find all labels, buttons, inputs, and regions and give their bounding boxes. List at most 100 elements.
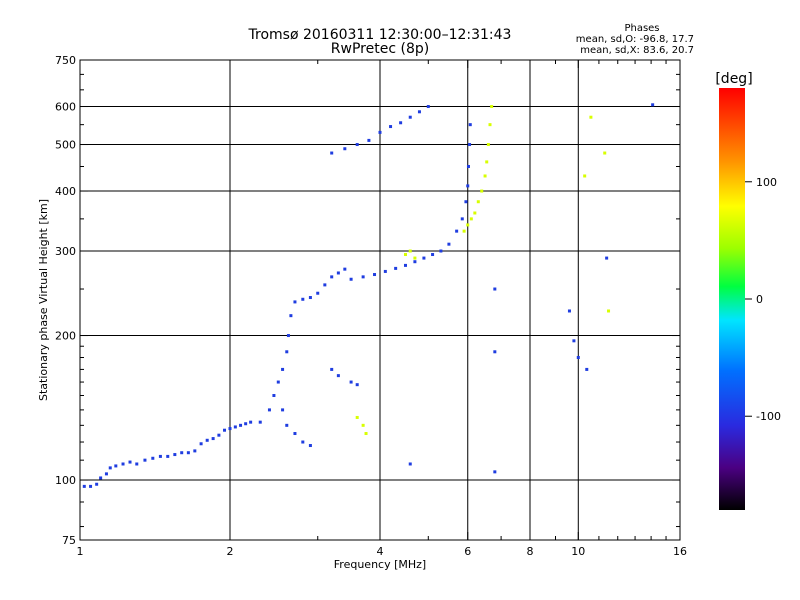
data-point (413, 260, 417, 264)
x-tick-label: 16 (673, 545, 687, 558)
data-point (413, 256, 417, 260)
data-point (330, 367, 334, 371)
data-point (180, 451, 184, 455)
data-point (217, 433, 221, 437)
chart-title: Tromsø 20160311 12:30:00–12:31:43 (248, 27, 512, 43)
y-tick-label: 200 (55, 330, 76, 343)
colorbar: [deg] 100 0 -100 (715, 71, 781, 510)
y-tick-label: 75 (62, 534, 76, 547)
data-point (447, 242, 451, 246)
data-point (343, 147, 347, 151)
data-point (378, 130, 382, 134)
ticks: 1 2 4 6 8 10 16 75 100 200 300 400 500 600 750 (55, 54, 687, 558)
data-point (373, 273, 377, 277)
data-point (258, 420, 262, 424)
data-point (281, 408, 285, 412)
y-tick-label: 500 (55, 139, 76, 152)
x-axis-label: Frequency [MHz] (334, 558, 426, 571)
data-point (272, 394, 276, 398)
data-point (361, 275, 365, 279)
colorbar-ticks: 100 0 -100 (745, 176, 781, 423)
data-point (343, 267, 347, 271)
data-point (490, 105, 494, 109)
data-point (355, 383, 359, 387)
data-point (82, 484, 86, 488)
data-point (466, 184, 470, 188)
colorbar-gradient (719, 88, 745, 510)
data-point (476, 200, 480, 204)
data-point (286, 334, 290, 338)
data-point (466, 223, 470, 227)
data-point (330, 275, 334, 279)
colorbar-tick-label: 0 (756, 293, 763, 306)
x-tick-label: 6 (464, 545, 471, 558)
data-point (121, 462, 125, 466)
data-point (151, 456, 155, 460)
data-point (426, 105, 430, 109)
data-point (128, 460, 132, 464)
data-point (143, 458, 147, 462)
colorbar-tick-label: -100 (756, 410, 781, 423)
x-tick-label: 10 (571, 545, 585, 558)
data-point (108, 466, 112, 470)
y-axis-label: Stationary phase Virtual Height [km] (37, 199, 50, 401)
data-point (166, 454, 170, 458)
data-point (308, 296, 312, 300)
y-tick-label: 300 (55, 245, 76, 258)
data-point (493, 350, 497, 354)
data-point (239, 423, 243, 427)
data-point (466, 164, 470, 168)
data-point (455, 229, 459, 233)
data-point (336, 271, 340, 275)
data-point (408, 115, 412, 119)
data-point (483, 174, 487, 178)
data-point (244, 422, 248, 426)
data-point (223, 428, 227, 432)
data-point (422, 256, 426, 260)
phases-x-stats: mean, sd,X: 83.6, 20.7 (580, 45, 694, 56)
data-point (408, 249, 412, 253)
data-point (583, 174, 587, 178)
data-point (572, 339, 576, 343)
data-point (199, 442, 203, 446)
data-point (349, 380, 353, 384)
colorbar-label: [deg] (715, 71, 752, 87)
data-point (473, 211, 477, 215)
y-tick-label: 400 (55, 185, 76, 198)
data-point (316, 291, 320, 295)
data-point (468, 123, 472, 127)
data-point (158, 454, 162, 458)
colorbar-tick-label: 100 (756, 176, 777, 189)
data-point (485, 160, 489, 164)
data-point (285, 350, 289, 354)
data-point (355, 415, 359, 419)
data-point (285, 423, 289, 427)
data-point (493, 470, 497, 474)
data-point (468, 143, 472, 147)
data-point (480, 189, 484, 193)
x-tick-label: 1 (77, 545, 84, 558)
data-point (417, 110, 421, 114)
data-point (469, 217, 473, 221)
y-tick-label: 100 (55, 474, 76, 487)
data-point (394, 266, 398, 270)
data-point (486, 143, 490, 147)
phases-heading: Phases (624, 23, 659, 34)
data-point (135, 462, 139, 466)
data-point (431, 253, 435, 257)
data-point (173, 453, 177, 457)
data-point (114, 464, 118, 468)
data-point (293, 300, 297, 304)
data-point (355, 143, 359, 147)
plot-area: 1 2 4 6 8 10 16 75 100 200 300 400 500 600 750 (55, 54, 687, 558)
data-point (193, 449, 197, 453)
y-tick-label: 750 (55, 54, 76, 67)
x-tick-label: 2 (227, 545, 234, 558)
data-point (389, 125, 393, 129)
data-point (104, 472, 108, 476)
data-points (82, 103, 655, 488)
data-point (95, 482, 99, 486)
data-point (585, 367, 589, 371)
data-point (361, 423, 365, 427)
